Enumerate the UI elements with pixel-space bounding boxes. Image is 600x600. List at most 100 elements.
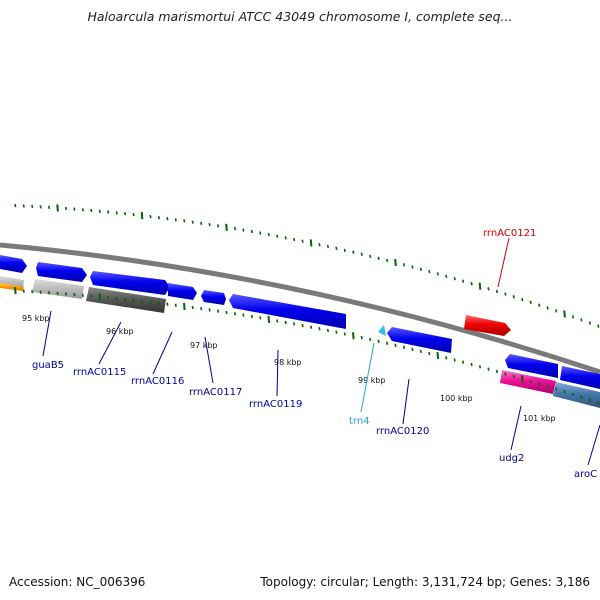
minor-tick (174, 303, 177, 307)
forward-strand (0, 255, 511, 336)
minor-tick (335, 330, 338, 334)
minor-tick (310, 325, 313, 329)
gene-label[interactable]: rrnAC0120 (376, 426, 429, 437)
minor-tick (166, 217, 169, 221)
minor-tick (369, 254, 372, 258)
minor-tick (64, 206, 68, 211)
scale-labels: 95 kbp 96 kbp 97 kbp 98 kbp 99 kbp 100 k… (22, 314, 556, 423)
minor-tick (529, 300, 532, 305)
minor-tick (445, 274, 448, 278)
minor-tick (39, 290, 42, 294)
gene-label[interactable]: rrnAC0117 (189, 387, 242, 398)
gene-label[interactable]: udg2 (499, 453, 524, 464)
minor-tick (343, 248, 346, 252)
gene-feature-rrna[interactable] (464, 315, 511, 336)
minor-tick (149, 300, 152, 304)
minor-tick (132, 298, 135, 302)
minor-tick (352, 250, 355, 254)
minor-tick (132, 212, 135, 217)
minor-tick (555, 387, 558, 391)
minor-tick (259, 231, 262, 235)
minor-tick (208, 308, 211, 312)
trna-feature[interactable] (378, 325, 386, 336)
minor-tick (386, 341, 389, 345)
minor-tick (580, 318, 583, 322)
minor-tick (546, 306, 549, 310)
minor-tick (512, 295, 515, 299)
minor-tick (487, 367, 490, 371)
minor-tick (580, 395, 583, 399)
minor-tick (563, 390, 566, 394)
minor-tick (276, 319, 279, 323)
gene-feature-cds[interactable] (229, 294, 346, 329)
minor-tick (166, 302, 169, 306)
minor-tick (48, 205, 51, 210)
minor-tick (293, 237, 296, 242)
major-tick (521, 375, 524, 383)
minor-tick (174, 218, 177, 222)
minor-tick (495, 289, 499, 294)
major-tick (352, 332, 355, 340)
gene-feature-other[interactable] (32, 279, 84, 299)
major-tick (183, 302, 186, 310)
genome-summary-text: Topology: circular; Length: 3,131,724 bp… (260, 575, 590, 589)
gene-feature-cds[interactable] (387, 327, 452, 353)
minor-tick (571, 392, 575, 397)
minor-tick (335, 246, 338, 251)
minor-tick (462, 279, 465, 283)
major-tick (563, 310, 566, 318)
minor-tick (360, 252, 363, 256)
minor-tick (546, 384, 549, 389)
minor-tick (538, 303, 541, 307)
minor-tick (284, 320, 287, 325)
minor-tick (250, 229, 253, 234)
major-tick (56, 204, 59, 212)
minor-tick (411, 347, 414, 351)
minor-tick (183, 219, 186, 223)
minor-tick (157, 215, 160, 220)
gene-feature-cds[interactable] (36, 262, 87, 282)
minor-tick (233, 312, 237, 316)
minor-tick (588, 321, 591, 325)
gene-feature-cds[interactable] (168, 283, 197, 300)
minor-tick (107, 210, 110, 214)
gene-feature-cds[interactable] (90, 271, 170, 295)
gene-feature-other[interactable] (0, 283, 24, 291)
scale-tick-label: 96 kbp (106, 327, 134, 336)
minor-tick (98, 209, 101, 213)
gene-feature-cds[interactable] (560, 366, 600, 389)
minor-tick (462, 360, 465, 364)
gene-labels: guaB5 rrnAC0115 rrnAC0116 rrnAC0117 rrnA… (32, 228, 597, 480)
minor-tick (81, 208, 84, 212)
minor-tick (487, 287, 490, 291)
major-tick (267, 315, 271, 323)
gene-feature-cds[interactable] (505, 354, 558, 378)
scale-tick-label: 101 kbp (523, 414, 556, 423)
gene-label[interactable]: rrnAC0115 (73, 367, 126, 378)
gene-label[interactable]: trn4 (349, 416, 370, 427)
minor-tick (259, 316, 262, 320)
minor-tick (360, 335, 363, 340)
genome-backbone (0, 242, 600, 375)
gene-feature-other[interactable] (553, 382, 600, 408)
minor-tick (343, 332, 346, 336)
minor-tick (301, 239, 304, 243)
minor-tick (293, 322, 296, 326)
minor-tick (377, 256, 380, 260)
minor-tick (31, 290, 34, 294)
gene-label[interactable]: aroC (574, 469, 597, 480)
gene-feature-cds[interactable] (0, 255, 27, 273)
gene-feature-cds[interactable] (201, 290, 226, 305)
major-tick (436, 352, 440, 360)
minor-tick (470, 282, 473, 286)
gene-label[interactable]: guaB5 (32, 360, 64, 371)
minor-tick (208, 222, 211, 227)
gene-label[interactable]: rrnAC0119 (249, 399, 302, 410)
major-tick (98, 293, 102, 301)
gene-label[interactable]: rrnAC0116 (131, 376, 184, 387)
gene-label[interactable]: rrnAC0121 (483, 228, 536, 239)
minor-tick (555, 309, 558, 313)
scale-tick-label: 97 kbp (190, 341, 218, 350)
minor-tick (571, 315, 575, 319)
minor-tick (495, 369, 499, 374)
